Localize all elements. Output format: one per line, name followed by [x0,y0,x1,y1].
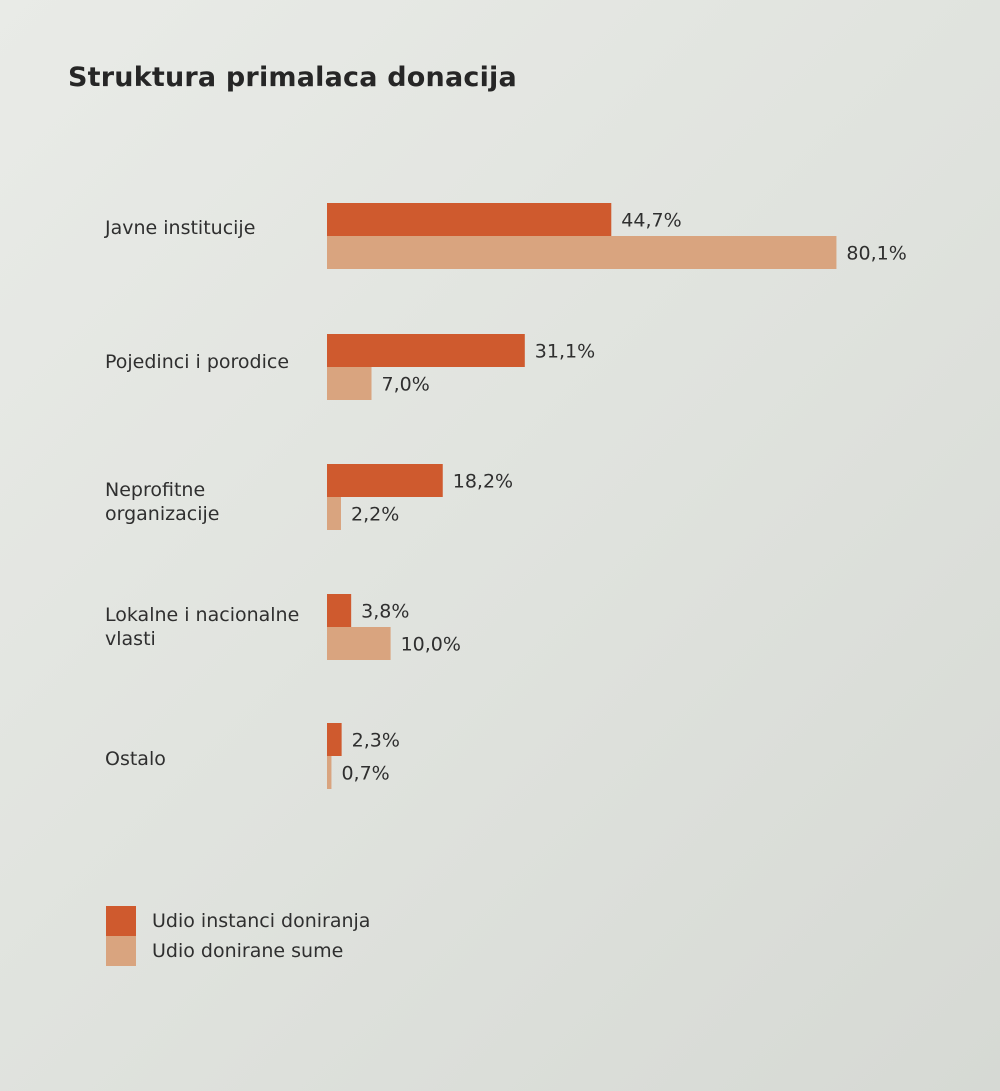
bar-sum-0 [327,236,837,269]
data-label-sum-0: 80,1% [846,243,906,265]
bar-instance-4 [327,723,342,756]
category-label-lokalne-i-nacionalne-vlasti: Lokalne i nacionalne vlasti [105,604,300,650]
category-label-javne-institucije: Javne institucije [105,217,256,239]
category-label-pojedinci-i-porodice: Pojedinci i porodice [105,351,290,373]
data-label-instance-0: 44,7% [621,210,681,232]
bar-sum-3 [327,627,391,660]
data-label-instance-2: 18,2% [453,471,513,493]
data-label-sum-3: 10,0% [401,634,461,656]
legend-label-instance-share: Udio instanci doniranja [152,910,371,932]
data-label-instance-4: 2,3% [352,730,400,752]
legend-swatch-sum-share [106,936,136,966]
chart-title: Struktura primalaca donacija [68,62,517,93]
bar-sum-4 [327,756,332,789]
bar-instance-3 [327,594,352,627]
bar-instance-0 [327,203,612,236]
legend: Udio instanci doniranja Udio donirane su… [106,906,370,966]
legend-label-sum-share: Udio donirane sume [152,940,344,962]
category-label-neprofitne-organizacije: Neprofitne organizacije [105,479,220,525]
category-label-ostalo: Ostalo [105,748,166,770]
data-label-sum-2: 2,2% [351,504,399,526]
data-label-sum-4: 0,7% [341,763,389,785]
data-label-instance-3: 3,8% [361,601,409,623]
bar-sum-2 [327,497,341,530]
data-label-sum-1: 7,0% [382,374,430,396]
bar-instance-2 [327,464,443,497]
legend-item-instance-share: Udio instanci doniranja [106,906,370,936]
data-label-instance-1: 31,1% [535,341,595,363]
legend-item-sum-share: Udio donirane sume [106,936,370,966]
bar-instance-1 [327,334,525,367]
legend-swatch-instance-share [106,906,136,936]
bar-sum-1 [327,367,372,400]
